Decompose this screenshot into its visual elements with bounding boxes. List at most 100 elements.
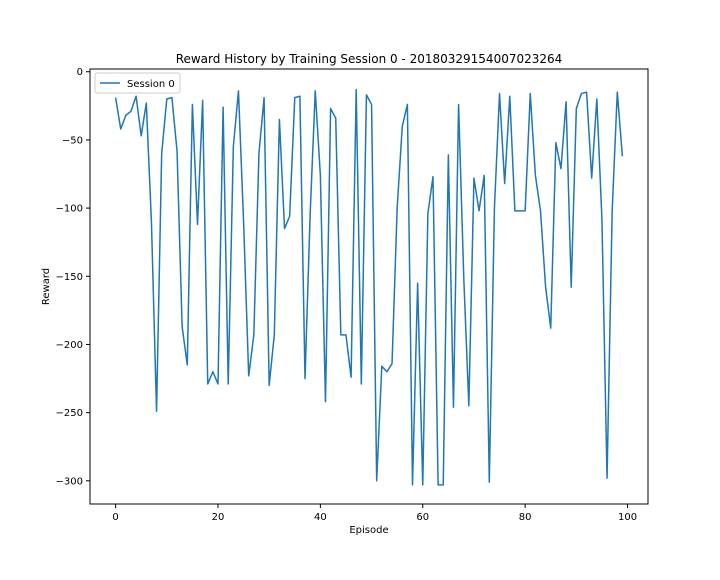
- data-point: [191, 103, 194, 106]
- data-point: [401, 125, 404, 128]
- data-point: [416, 282, 419, 285]
- data-point: [206, 383, 209, 386]
- data-point: [165, 98, 168, 101]
- data-point: [288, 215, 291, 218]
- x-axis-label: Episode: [349, 525, 388, 536]
- data-point: [457, 103, 460, 106]
- data-point: [129, 110, 132, 113]
- data-point: [170, 96, 173, 99]
- data-point: [298, 95, 301, 98]
- data-point: [396, 207, 399, 210]
- data-point: [319, 174, 322, 177]
- data-point: [472, 177, 475, 180]
- data-point: [124, 114, 127, 117]
- data-point: [114, 96, 117, 99]
- data-point: [600, 218, 603, 221]
- data-point: [380, 365, 383, 368]
- y-axis-label: Reward: [41, 268, 52, 305]
- data-point: [263, 96, 266, 99]
- data-point: [385, 370, 388, 373]
- data-point: [498, 92, 501, 95]
- x-tick-label: 20: [212, 512, 225, 523]
- data-point: [539, 209, 542, 212]
- data-point: [150, 220, 153, 223]
- chart-title: Reward History by Training Session 0 - 2…: [176, 52, 563, 66]
- data-point: [324, 400, 327, 403]
- data-point: [304, 377, 307, 380]
- data-point: [590, 177, 593, 180]
- data-point: [242, 220, 245, 223]
- data-point: [529, 92, 532, 95]
- data-point: [329, 107, 332, 110]
- legend-label: Session 0: [127, 79, 175, 90]
- data-point: [462, 275, 465, 278]
- data-point: [293, 96, 296, 99]
- data-point: [554, 141, 557, 144]
- x-tick-label: 40: [314, 512, 327, 523]
- data-point: [216, 383, 219, 386]
- data-point: [140, 134, 143, 137]
- data-point: [452, 406, 455, 409]
- data-point: [524, 209, 527, 212]
- data-point: [488, 481, 491, 484]
- legend-box: [94, 72, 181, 94]
- data-point: [360, 383, 363, 386]
- data-point: [585, 91, 588, 94]
- data-point: [252, 333, 255, 336]
- plot-area: [89, 68, 649, 505]
- data-point: [119, 128, 122, 131]
- x-tick-label: 0: [112, 512, 118, 523]
- x-axis-ticks: 0 20 40 60 80 100: [112, 504, 637, 523]
- data-point: [411, 483, 414, 486]
- legend: Session 0: [94, 72, 181, 94]
- series-line: [114, 88, 624, 486]
- data-point: [437, 483, 440, 486]
- data-point: [467, 404, 470, 407]
- data-point: [442, 483, 445, 486]
- data-point: [273, 333, 276, 336]
- y-tick-label: 0: [77, 67, 83, 78]
- data-point: [237, 89, 240, 92]
- data-point: [334, 117, 337, 120]
- data-point: [421, 483, 424, 486]
- data-point: [201, 99, 204, 102]
- data-point: [314, 89, 317, 92]
- data-point: [176, 149, 179, 152]
- data-point: [426, 212, 429, 215]
- data-point: [365, 93, 368, 96]
- data-point: [570, 286, 573, 289]
- data-point: [355, 88, 358, 91]
- data-point: [155, 410, 158, 413]
- data-point: [160, 152, 163, 155]
- data-point: [549, 327, 552, 330]
- data-point: [508, 95, 511, 98]
- data-point: [268, 384, 271, 387]
- data-point: [247, 374, 250, 377]
- data-point: [483, 174, 486, 177]
- data-point: [375, 479, 378, 482]
- data-point: [283, 227, 286, 230]
- data-point: [406, 103, 409, 106]
- data-point: [621, 155, 624, 158]
- data-point: [309, 213, 312, 216]
- data-point: [447, 153, 450, 156]
- data-point: [196, 223, 199, 226]
- data-point: [611, 209, 614, 212]
- data-point: [339, 333, 342, 336]
- data-point: [559, 167, 562, 170]
- data-point: [145, 102, 148, 105]
- data-point: [534, 174, 537, 177]
- x-tick-label: 100: [618, 512, 637, 523]
- y-tick-label: −300: [56, 476, 83, 487]
- data-point: [257, 152, 260, 155]
- data-point: [595, 98, 598, 101]
- data-point: [478, 209, 481, 212]
- data-point: [232, 145, 235, 148]
- data-point: [135, 95, 138, 98]
- data-point: [370, 103, 373, 106]
- data-point: [513, 209, 516, 212]
- data-point: [181, 325, 184, 328]
- y-tick-label: −150: [56, 272, 83, 283]
